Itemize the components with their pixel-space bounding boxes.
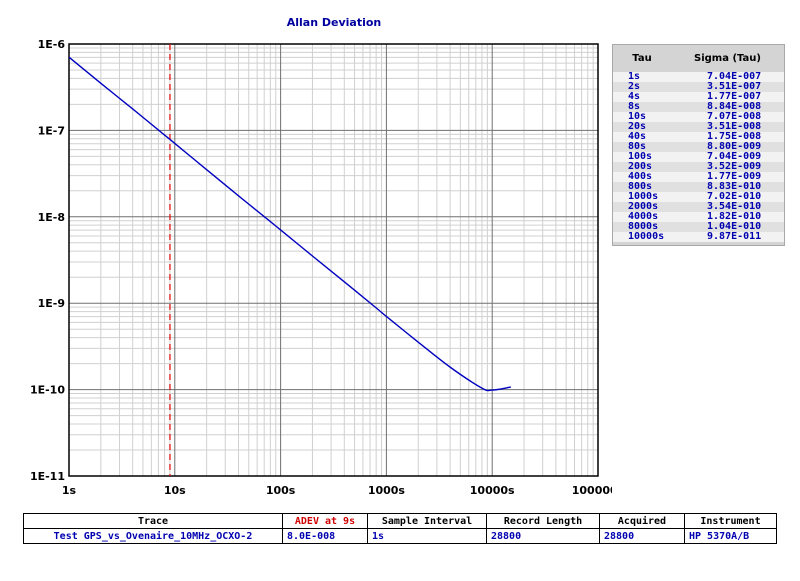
sigma-table-row: 10s 7.07E-008 [613,112,784,122]
sigma-cell: 7.04E-009 [707,151,762,162]
tau-cell: 100s [628,151,653,162]
info-header-row: Trace ADEV at 9s Sample Interval Record … [23,513,777,529]
sigma-table-row: 2s 3.51E-007 [613,82,784,92]
trace-header: Trace [23,513,283,529]
sigma-column-header: Sigma (Tau) [694,52,761,64]
x-tick-label: 100s [266,484,296,497]
x-tick-label: 10s [164,484,186,497]
sigma-cell: 8.83E-010 [707,181,762,192]
tau-cell: 4000s [628,211,659,222]
adev-header: ADEV at 9s [282,513,368,529]
sigma-cell: 1.04E-010 [707,221,762,232]
trace-value: Test GPS_vs_Ovenaire_10MHz_OCXO-2 [23,528,283,544]
sigma-table-row: 100s 7.04E-009 [613,152,784,162]
y-tick-label: 1E-6 [38,38,66,51]
sigma-table-row: 10000s 9.87E-011 [613,232,784,242]
sigma-table-row: 2000s 3.54E-010 [613,202,784,212]
sigma-cell: 3.52E-009 [707,161,762,172]
sigma-cell: 1.82E-010 [707,211,762,222]
tau-cell: 20s [628,121,647,132]
tau-cell: 8s [628,101,641,112]
sigma-cell: 9.87E-011 [707,231,762,242]
sigma-table-row: 4s 1.77E-007 [613,92,784,102]
measurement-info-table: Trace ADEV at 9s Sample Interval Record … [23,513,777,544]
acquired-value: 28800 [599,528,685,544]
x-tick-label: 10000s [470,484,515,497]
sigma-tau-table: Tau Sigma (Tau) 1s 7.04E-007 2s 3.51E-007 4s… [612,44,785,246]
sigma-table-row: 4000s 1.82E-010 [613,212,784,222]
sigma-table-rows: 1s 7.04E-007 2s 3.51E-007 4s 1.77E-007 8s 8.84E… [613,72,784,242]
sigma-cell: 8.80E-009 [707,141,762,152]
tau-cell: 1000s [628,191,659,202]
y-tick-label: 1E-9 [38,297,65,310]
allan-deviation-chart: 1s 10s 100s 1000s 10000s 100000s 1E-6 1E-7 1E-8 1… [30,38,612,497]
y-tick-label: 1E-8 [38,211,65,224]
sigma-table-row: 800s 8.83E-010 [613,182,784,192]
sigma-cell: 7.02E-010 [707,191,762,202]
record-length-header: Record Length [486,513,600,529]
tau-cell: 4s [628,91,641,102]
x-tick-label: 1000s [368,484,406,497]
sigma-table-row: 8000s 1.04E-010 [613,222,784,232]
y-tick-label: 1E-7 [38,124,65,137]
tau-column-header: Tau [632,52,652,64]
y-tick-label: 1E-10 [30,384,65,397]
sigma-table-row: 80s 8.80E-009 [613,142,784,152]
plot-frame [68,43,599,477]
sigma-table-row: 1s 7.04E-007 [613,72,784,82]
record-length-value: 28800 [486,528,600,544]
x-tick-label: 100000s [572,484,612,497]
y-tick-label: 1E-11 [30,470,65,483]
sigma-table-header: Tau Sigma (Tau) [613,45,784,71]
sample-interval-header: Sample Interval [367,513,487,529]
tau-cell: 200s [628,161,653,172]
sigma-table-row: 1000s 7.02E-010 [613,192,784,202]
sigma-table-row: 8s 8.84E-008 [613,102,784,112]
tau-cell: 400s [628,171,653,182]
sigma-cell: 3.54E-010 [707,201,762,212]
instrument-header: Instrument [684,513,777,529]
tau-cell: 8000s [628,221,659,232]
sigma-cell: 1.77E-007 [707,91,762,102]
info-value-row: Test GPS_vs_Ovenaire_10MHz_OCXO-2 8.0E-0… [23,528,777,544]
sigma-table-row: 40s 1.75E-008 [613,132,784,142]
sigma-cell: 7.07E-008 [707,111,762,122]
x-tick-label: 1s [62,484,77,497]
sigma-cell: 3.51E-007 [707,81,762,92]
adev-value: 8.0E-008 [282,528,368,544]
sigma-table-row: 400s 1.77E-009 [613,172,784,182]
chart-title: Allan Deviation [286,16,382,29]
tau-cell: 2s [628,81,641,92]
tau-cell: 2000s [628,201,659,212]
sigma-table-row: 20s 3.51E-008 [613,122,784,132]
sigma-cell: 3.51E-008 [707,121,762,132]
tau-cell: 1s [628,71,641,82]
instrument-value: HP 5370A/B [684,528,777,544]
tau-cell: 10000s [628,231,665,242]
sigma-cell: 1.77E-009 [707,171,762,182]
tau-cell: 10s [628,111,647,122]
sigma-cell: 1.75E-008 [707,131,762,142]
tau-cell: 80s [628,141,647,152]
sigma-cell: 7.04E-007 [707,71,762,82]
sigma-table-row: 200s 3.52E-009 [613,162,784,172]
tau-cell: 40s [628,131,647,142]
acquired-header: Acquired [599,513,685,529]
sigma-cell: 8.84E-008 [707,101,762,112]
tau-cell: 800s [628,181,653,192]
sample-interval-value: 1s [367,528,487,544]
allan-deviation-line [68,56,511,392]
